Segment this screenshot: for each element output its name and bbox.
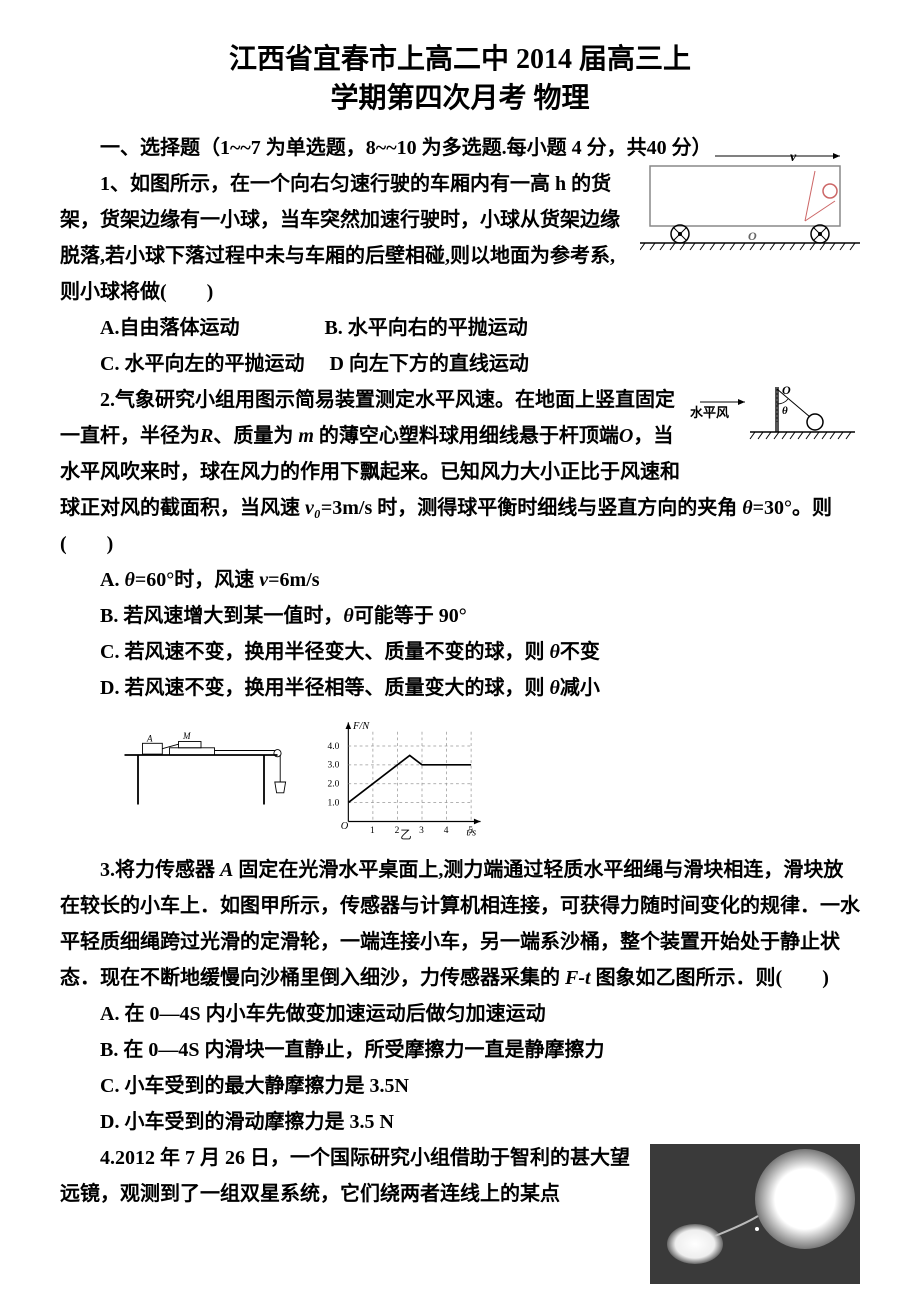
q1-optA: A.自由落体运动 xyxy=(100,317,239,339)
q2-optA: A. θ=60°时，风速 v=6m/s xyxy=(60,562,860,598)
q1-options-row1: A.自由落体运动 B. 水平向右的平抛运动 xyxy=(60,310,860,346)
svg-text:4.0: 4.0 xyxy=(328,742,340,752)
q1-optC: C. 水平向左的平抛运动 xyxy=(100,353,304,375)
q3-ft-chart: F/N t/s O 1.0 2.0 3.0 4.0 1 2 3 4 5 乙 xyxy=(320,714,490,844)
q1-diagram: v xyxy=(640,146,860,256)
q3-stem: 3.将力传感器 A 固定在光滑水平桌面上,测力端通过轻质水平细绳与滑块相连，滑块… xyxy=(60,852,860,996)
title-line-2: 学期第四次月考 物理 xyxy=(330,83,589,114)
velocity-label: v xyxy=(790,150,797,165)
question-2: 水平风 O θ 2.气象研究小组用图示简易装置测定水平风速。在地面上竖直固定一直… xyxy=(60,382,860,706)
wind-label: 水平风 xyxy=(690,405,729,420)
svg-text:O: O xyxy=(748,229,757,243)
chart-origin: O xyxy=(341,821,349,832)
svg-text:M: M xyxy=(182,731,191,741)
title-line-1: 江西省宜春市上高二中 2014 届高三上 xyxy=(229,44,691,75)
svg-text:2.0: 2.0 xyxy=(328,780,340,790)
svg-text:1.0: 1.0 xyxy=(328,799,340,809)
q1-optB: B. 水平向右的平抛运动 xyxy=(324,317,527,339)
q2-optB: B. 若风速增大到某一值时，θ可能等于 90° xyxy=(60,598,860,634)
q2-diagram: 水平风 O θ xyxy=(690,382,860,462)
question-4: 4.2012 年 7 月 26 日，一个国际研究小组借助于智利的甚大望远镜，观测… xyxy=(60,1140,860,1212)
svg-text:A: A xyxy=(146,734,153,744)
svg-text:3.0: 3.0 xyxy=(328,761,340,771)
q3-apparatus-diagram: M A xyxy=(120,714,300,814)
q3-optD: D. 小车受到的滑动摩擦力是 3.5 N xyxy=(60,1104,860,1140)
svg-text:3: 3 xyxy=(419,826,424,836)
svg-text:4: 4 xyxy=(444,826,449,836)
q4-diagram xyxy=(650,1144,860,1284)
q3-diagram-row: M A F/N t/s O 1.0 2.0 3.0 4.0 1 2 3 4 5 … xyxy=(60,714,860,844)
q1-options-row2: C. 水平向左的平抛运动 D 向左下方的直线运动 xyxy=(60,346,860,382)
chart-label-yi: 乙 xyxy=(400,829,411,842)
svg-text:2: 2 xyxy=(395,826,400,836)
q1-optD: D 向左下方的直线运动 xyxy=(329,353,528,375)
q3-optB: B. 在 0—4S 内滑块一直静止，所受摩擦力一直是静摩擦力 xyxy=(60,1032,860,1068)
question-3: 3.将力传感器 A 固定在光滑水平桌面上,测力端通过轻质水平细绳与滑块相连，滑块… xyxy=(60,852,860,1140)
svg-text:1: 1 xyxy=(370,826,375,836)
question-1: v xyxy=(60,166,860,382)
q2-optC: C. 若风速不变，换用半径变大、质量不变的球，则 θ不变 xyxy=(60,634,860,670)
q3-optC: C. 小车受到的最大静摩擦力是 3.5N xyxy=(60,1068,860,1104)
svg-text:5: 5 xyxy=(468,826,473,836)
page-title: 江西省宜春市上高二中 2014 届高三上 学期第四次月考 物理 xyxy=(60,40,860,118)
q3-optA: A. 在 0—4S 内小车先做变加速运动后做匀加速运动 xyxy=(60,996,860,1032)
q2-optD: D. 若风速不变，换用半径相等、质量变大的球，则 θ减小 xyxy=(60,670,860,706)
chart-ylabel: F/N xyxy=(352,721,370,732)
svg-text:θ: θ xyxy=(782,405,788,417)
